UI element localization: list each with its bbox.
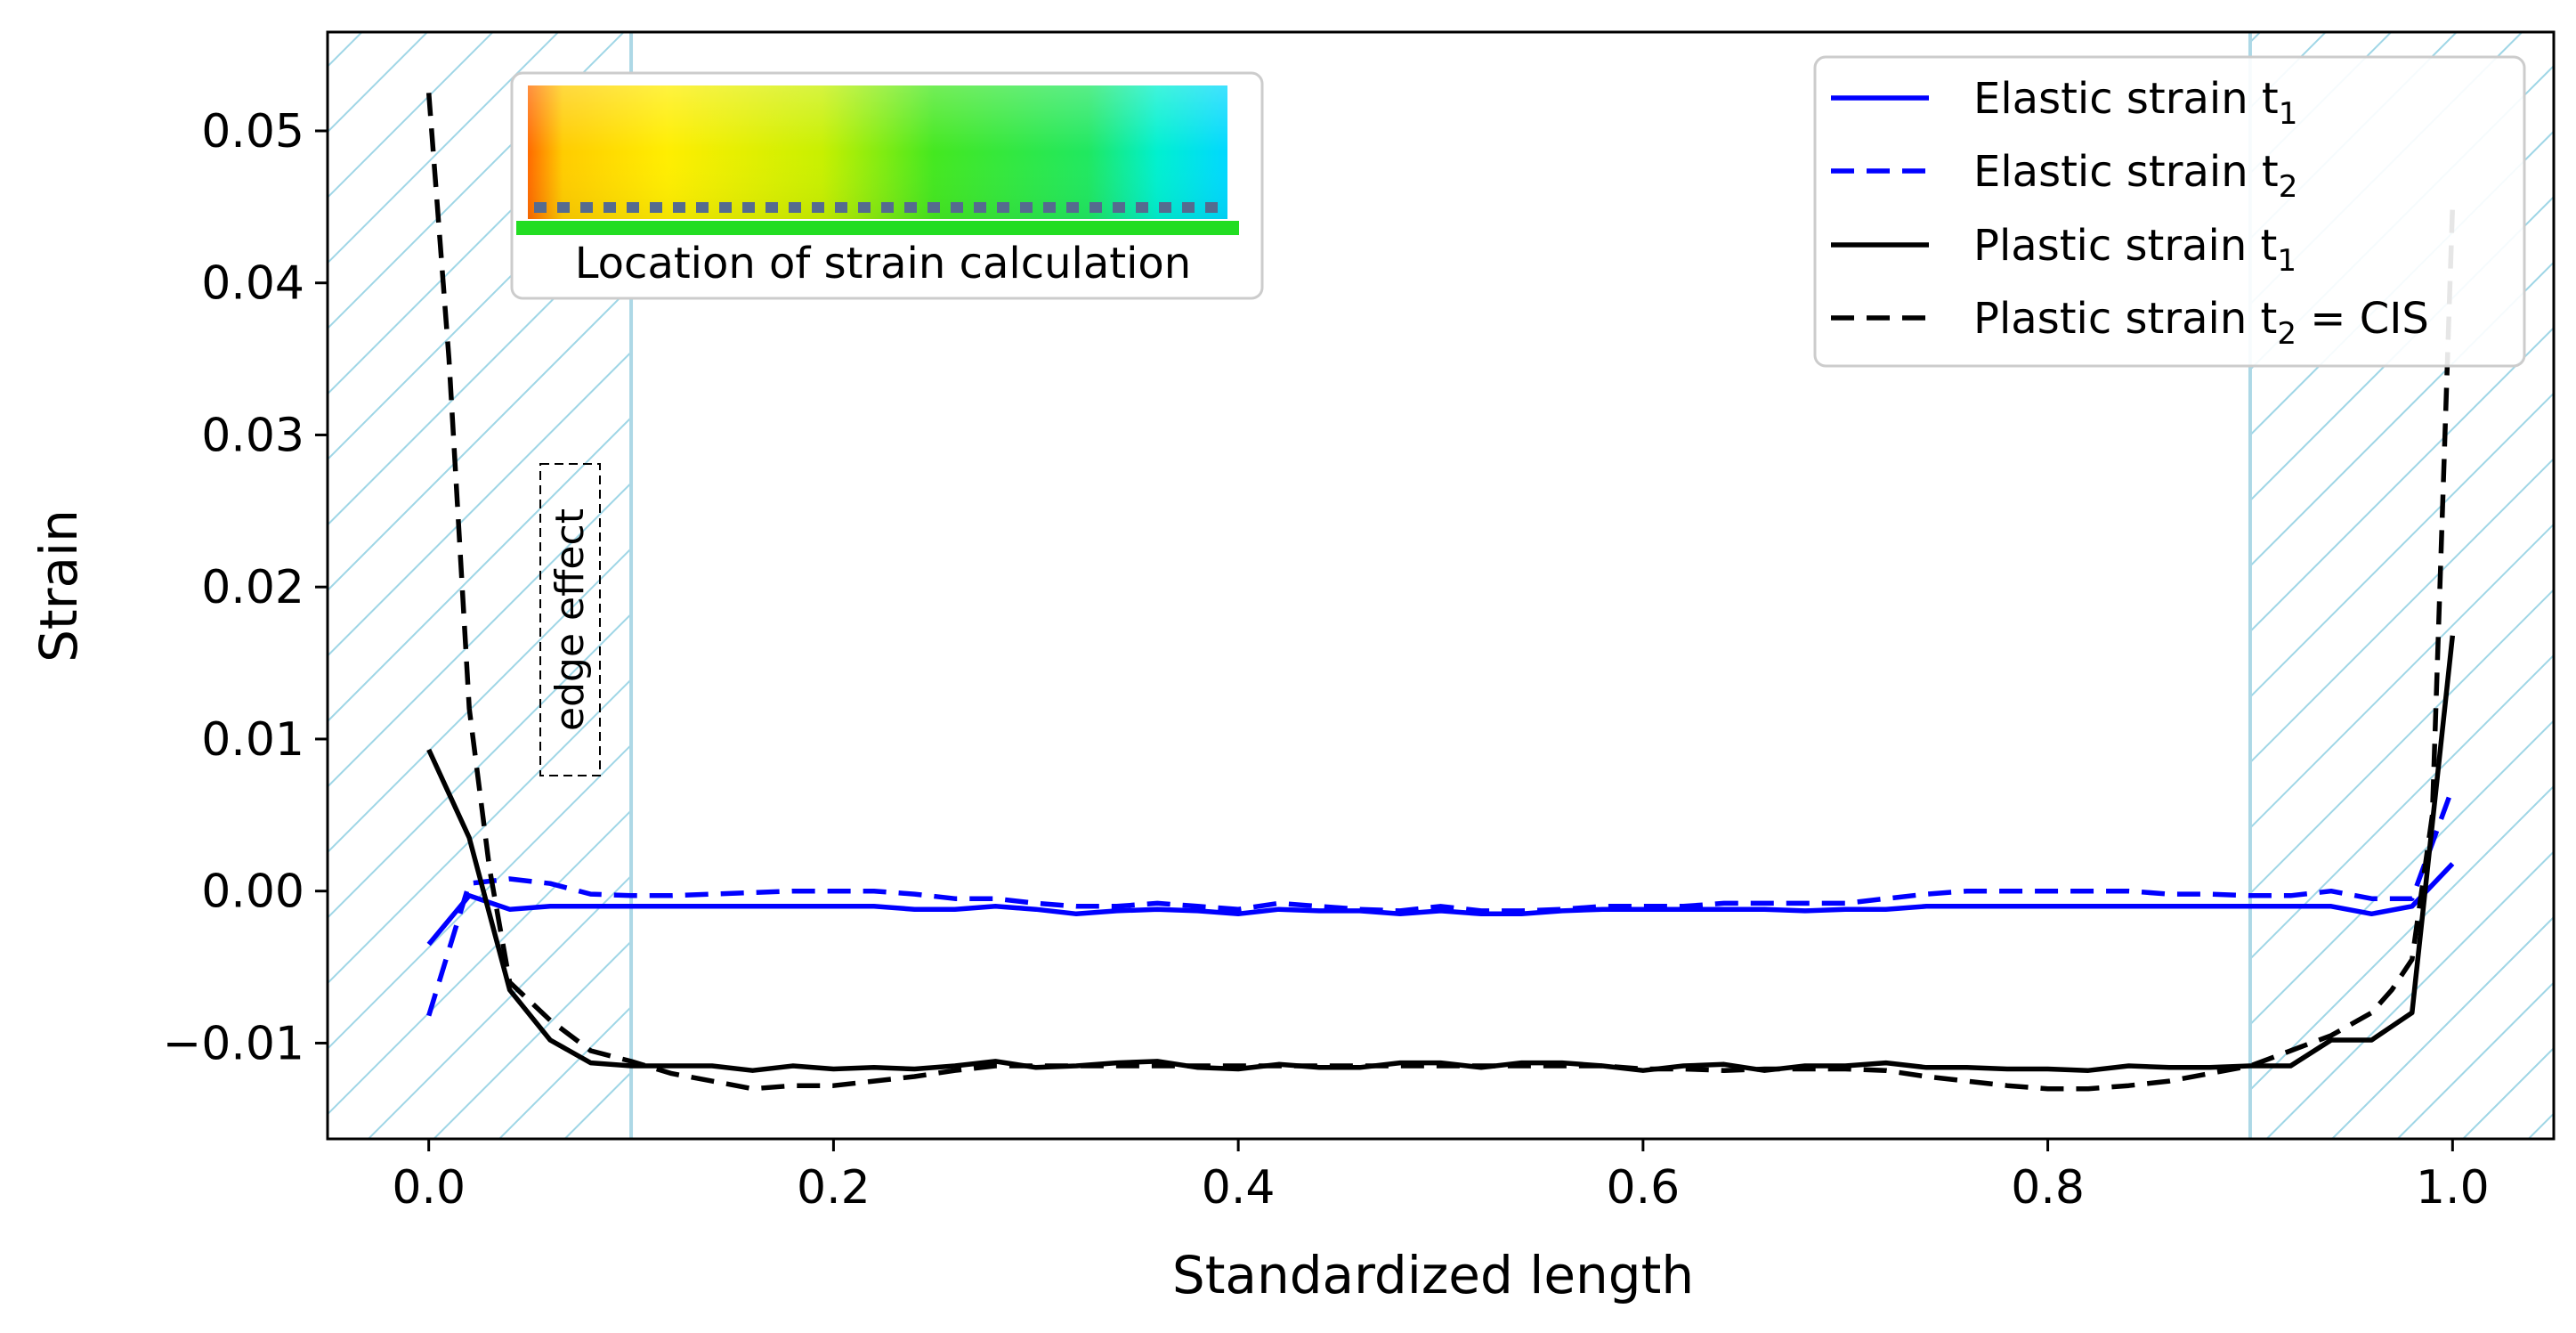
y-tick-label: 0.04 xyxy=(201,257,304,311)
y-axis-ticks: −0.01 0.00 0.01 0.02 0.03 0.04 0.05 xyxy=(163,105,328,1070)
series-line-2 xyxy=(426,786,2455,1017)
legend-box xyxy=(1813,55,2526,368)
series-line-1 xyxy=(426,862,2455,947)
y-tick-label: 0.05 xyxy=(201,105,304,158)
x-tick-label: 1.0 xyxy=(2416,1161,2490,1215)
x-tick-label: 0.8 xyxy=(2011,1161,2085,1215)
legend-label: Elastic strain t2 xyxy=(1973,147,2297,205)
legend-label: Plastic strain t1 xyxy=(1973,221,2297,279)
x-tick-label: 0.2 xyxy=(797,1161,871,1215)
annotation-box xyxy=(539,463,601,776)
series-layer xyxy=(425,93,2456,1092)
inset-figure: Location of strain calculation xyxy=(510,71,1264,300)
inset-caption: Location of strain calculation xyxy=(575,239,1191,289)
legend-entry: Elastic strain t1 xyxy=(1831,74,2297,132)
x-axis-label: Standardized length xyxy=(1172,1245,1694,1305)
legend-entry: Plastic strain t2 = CIS xyxy=(1831,294,2429,352)
y-tick-label: 0.00 xyxy=(201,866,304,919)
x-axis-ticks: 0.0 0.2 0.4 0.6 0.8 1.0 xyxy=(392,1139,2490,1215)
x-tick-label: 0.0 xyxy=(392,1161,466,1215)
x-tick-label: 0.6 xyxy=(1607,1161,1681,1215)
legend-label: Elastic strain t1 xyxy=(1973,74,2297,132)
legend-label: Plastic strain t2 = CIS xyxy=(1973,294,2429,352)
annotation-text: edge effect xyxy=(547,508,593,731)
y-tick-label: −0.01 xyxy=(163,1017,304,1070)
legend-entry: Plastic strain t1 xyxy=(1831,221,2297,279)
legend-entry: Elastic strain t2 xyxy=(1831,147,2297,205)
plot-frame xyxy=(326,30,2556,1141)
y-axis-label: Strain xyxy=(28,509,89,662)
series-line-3 xyxy=(426,635,2456,1073)
inset-base-plate xyxy=(516,221,1239,235)
edge-effect-annotation: edge effect xyxy=(539,463,601,776)
y-tick-label: 0.02 xyxy=(201,561,304,614)
y-tick-label: 0.03 xyxy=(201,409,304,462)
inset-strain-contour-shade xyxy=(528,85,1227,219)
x-tick-label: 0.4 xyxy=(1202,1161,1276,1215)
y-tick-label: 0.01 xyxy=(201,713,304,767)
legend: Elastic strain t1 Elastic strain t2 Plasti… xyxy=(1813,55,2526,368)
series-line-4 xyxy=(425,93,2456,1092)
